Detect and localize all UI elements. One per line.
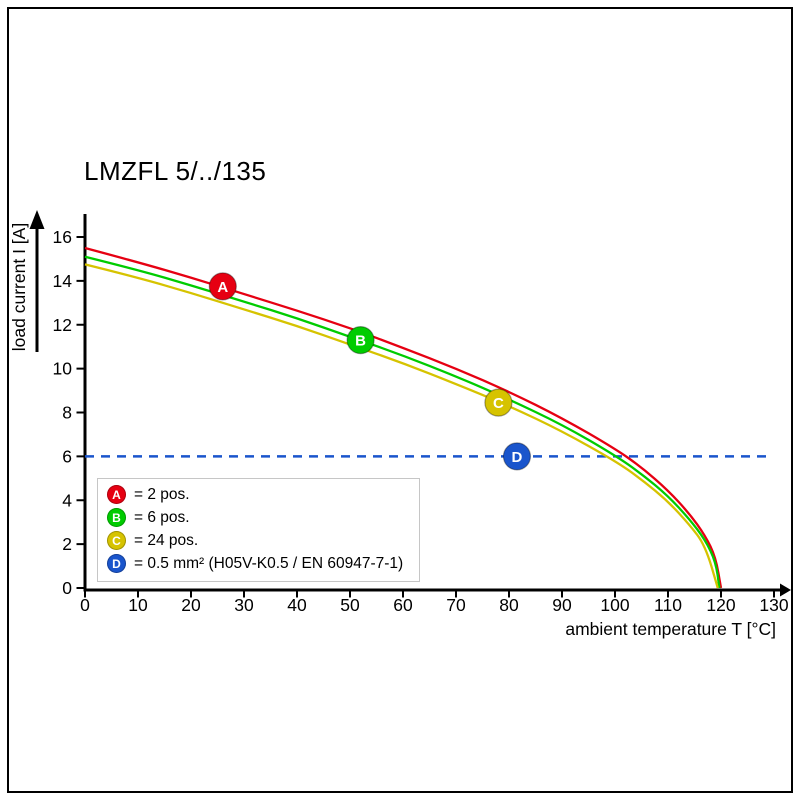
x-tick-label: 30 <box>234 595 254 615</box>
svg-text:C: C <box>493 395 504 412</box>
legend-label-a: = 2 pos. <box>134 485 190 503</box>
x-tick-label: 0 <box>80 595 90 615</box>
legend-marker-b-icon: B <box>107 508 126 527</box>
x-axis-label: ambient temperature T [°C] <box>565 619 776 639</box>
x-tick-label: 120 <box>706 595 735 615</box>
x-tick-label: 10 <box>128 595 148 615</box>
y-tick-label: 0 <box>62 578 72 598</box>
x-axis-arrow-icon <box>780 583 791 597</box>
curve-C <box>84 263 719 589</box>
y-axis-arrow-icon <box>29 210 45 229</box>
svg-text:D: D <box>512 449 523 466</box>
legend: A = 2 pos. B = 6 pos. C = 24 pos. D = 0.… <box>97 478 421 582</box>
marker-A: A <box>208 272 237 301</box>
svg-text:A: A <box>217 279 228 296</box>
legend-marker-d-icon: D <box>107 554 126 573</box>
y-tick-label: 2 <box>62 534 72 554</box>
chart-title: LMZFL 5/../135 <box>84 156 267 186</box>
x-tick-label: 70 <box>446 595 466 615</box>
legend-item-b: B = 6 pos. <box>107 508 403 527</box>
x-tick-label: 130 <box>759 595 788 615</box>
x-tick-label: 100 <box>600 595 629 615</box>
x-tick-label: 20 <box>181 595 201 615</box>
x-tick-label: 110 <box>654 595 682 615</box>
legend-marker-a-icon: A <box>107 485 126 504</box>
y-tick-label: 4 <box>62 490 72 510</box>
legend-label-d: = 0.5 mm² (H05V-K0.5 / EN 60947-7-1) <box>134 554 404 572</box>
x-tick-label: 50 <box>340 595 360 615</box>
legend-item-c: C = 24 pos. <box>107 531 403 550</box>
marker-D: D <box>502 442 532 471</box>
marker-B: B <box>346 326 375 355</box>
x-tick-label: 90 <box>552 595 572 615</box>
legend-marker-c-icon: C <box>107 531 126 550</box>
y-tick-label: 12 <box>53 315 72 335</box>
legend-label-c: = 24 pos. <box>134 531 199 549</box>
legend-label-b: = 6 pos. <box>134 508 190 526</box>
x-tick-label: 40 <box>287 595 307 615</box>
x-tick-label: 60 <box>393 595 413 615</box>
svg-text:B: B <box>355 333 366 350</box>
legend-item-d: D = 0.5 mm² (H05V-K0.5 / EN 60947-7-1) <box>107 554 403 573</box>
axes: 0 2 4 6 8 10 12 14 16 0 10 20 30 40 50 60 70 80 90 100 110 12… <box>29 210 791 615</box>
legend-item-a: A = 2 pos. <box>107 485 403 504</box>
y-tick-label: 16 <box>53 227 72 247</box>
y-tick-label: 8 <box>62 403 72 423</box>
y-tick-label: 14 <box>53 271 73 291</box>
marker-C: C <box>484 388 513 417</box>
y-tick-label: 10 <box>53 359 73 379</box>
y-tick-label: 6 <box>62 446 72 466</box>
x-tick-label: 80 <box>499 595 519 615</box>
